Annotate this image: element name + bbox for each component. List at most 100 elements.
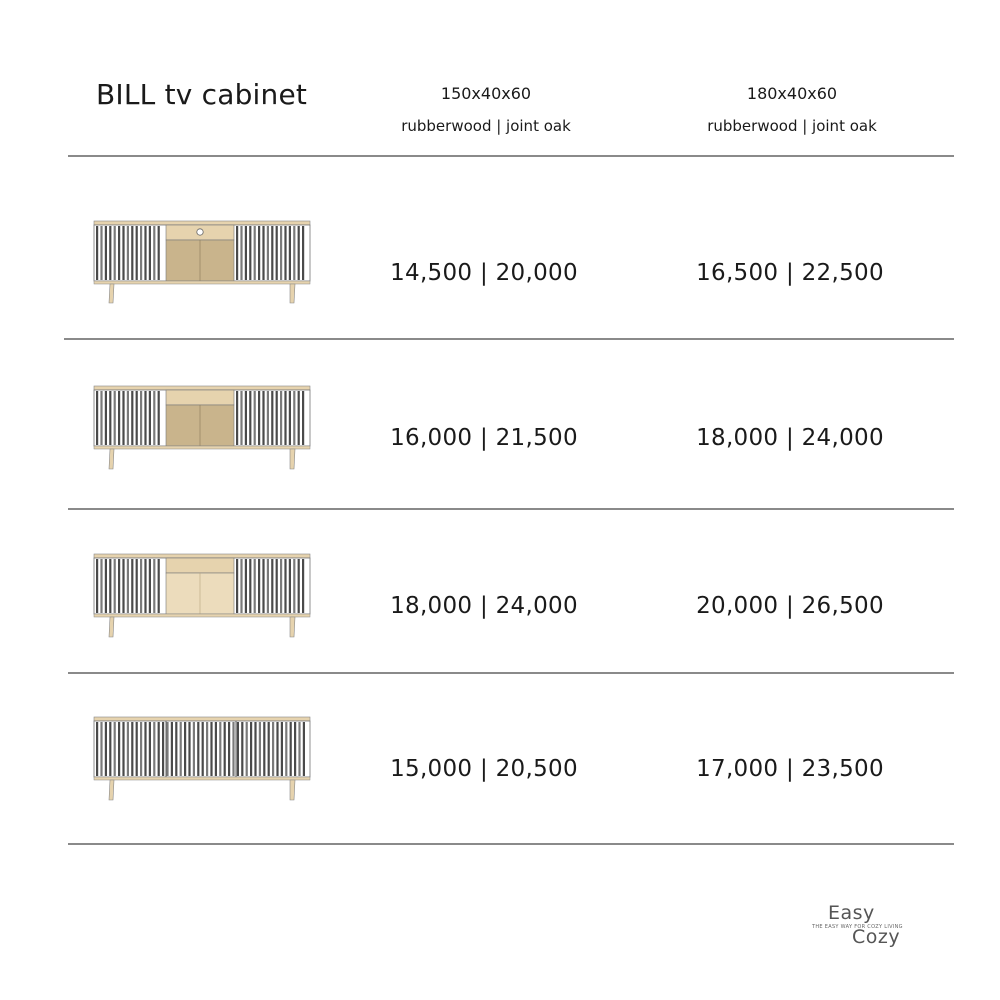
- door-slat: [126, 391, 129, 445]
- door-slat: [140, 722, 143, 776]
- door-slat: [170, 722, 173, 776]
- door-slat: [271, 559, 274, 613]
- door-slat: [258, 559, 261, 613]
- door-slat: [219, 722, 222, 776]
- cabinet-thumbnail: [93, 716, 311, 801]
- door-slat: [157, 559, 160, 613]
- door-slat: [298, 722, 301, 776]
- door-slat: [96, 722, 99, 776]
- column-dimensions: 150x40x60: [440, 84, 532, 103]
- door-slat: [140, 559, 143, 613]
- door-slat: [122, 391, 125, 445]
- door-slat: [254, 722, 257, 776]
- table-row: 18,000 | 24,000 20,000 | 26,500: [0, 551, 1000, 671]
- door-slat: [297, 391, 300, 445]
- door-slat: [109, 226, 112, 280]
- door-slat: [228, 722, 231, 776]
- logo-line-2: Cozy: [852, 926, 901, 948]
- door-slat: [166, 722, 169, 776]
- door-slat: [302, 559, 305, 613]
- door-slat: [267, 722, 270, 776]
- door-slat: [104, 722, 107, 776]
- door-slat: [236, 722, 239, 776]
- door-slat: [192, 722, 195, 776]
- door-slat: [258, 226, 261, 280]
- door-slat: [262, 226, 265, 280]
- door-slat: [245, 722, 248, 776]
- door-slat: [280, 559, 283, 613]
- divider: [68, 672, 954, 674]
- door-slat: [275, 391, 278, 445]
- door-slat: [140, 391, 143, 445]
- door-slat: [144, 722, 147, 776]
- door-slat: [126, 722, 129, 776]
- door-slat: [272, 722, 275, 776]
- door-slat: [240, 559, 243, 613]
- door-slat: [206, 722, 209, 776]
- door-slat: [188, 722, 191, 776]
- door-slat: [144, 226, 147, 280]
- door-slat: [96, 559, 99, 613]
- cabinet-thumbnail: [93, 553, 311, 638]
- door-slat: [131, 226, 134, 280]
- door-slat: [236, 559, 239, 613]
- door-slat: [148, 559, 151, 613]
- door-slat: [113, 391, 116, 445]
- door-slat: [275, 226, 278, 280]
- door-slat: [162, 722, 165, 776]
- door-slat: [244, 226, 247, 280]
- price-150: 18,000 | 24,000: [390, 593, 578, 619]
- door-slat: [131, 391, 134, 445]
- door-slat: [118, 226, 121, 280]
- door-slat: [223, 722, 226, 776]
- door-slat: [244, 391, 247, 445]
- door-slat: [249, 559, 252, 613]
- door-slat: [236, 391, 239, 445]
- door-slat: [249, 226, 252, 280]
- door-slat: [284, 559, 287, 613]
- door-slat: [122, 722, 125, 776]
- door-slat: [253, 226, 256, 280]
- divider: [64, 338, 954, 340]
- door-slat: [249, 391, 252, 445]
- door-slat: [288, 559, 291, 613]
- price-150: 16,000 | 21,500: [390, 425, 578, 451]
- door-slat: [153, 391, 156, 445]
- door-slat: [153, 722, 156, 776]
- door-slat: [148, 722, 151, 776]
- door-slat: [135, 559, 138, 613]
- door-slat: [179, 722, 182, 776]
- door-slat: [258, 722, 261, 776]
- door-slat: [144, 559, 147, 613]
- price-180: 18,000 | 24,000: [696, 425, 884, 451]
- door-slat: [232, 722, 235, 776]
- door-slat: [131, 559, 134, 613]
- divider: [68, 508, 954, 510]
- door-slat: [126, 559, 129, 613]
- door-slat: [135, 391, 138, 445]
- door-slat: [271, 391, 274, 445]
- door-slat: [157, 226, 160, 280]
- price-150: 15,000 | 20,500: [390, 756, 578, 782]
- door-slat: [280, 226, 283, 280]
- door-slat: [284, 391, 287, 445]
- door-slat: [284, 226, 287, 280]
- door-slat: [96, 226, 99, 280]
- column-dimensions: 180x40x60: [746, 84, 838, 103]
- door-slat: [118, 722, 121, 776]
- door-slat: [153, 226, 156, 280]
- door-slat: [100, 226, 103, 280]
- price-180: 17,000 | 23,500: [696, 756, 884, 782]
- door-slat: [126, 226, 129, 280]
- table-row: 14,500 | 20,000 16,500 | 22,500: [0, 218, 1000, 338]
- door-slat: [210, 722, 213, 776]
- door-slat: [302, 226, 305, 280]
- door-slat: [109, 391, 112, 445]
- door-slat: [144, 391, 147, 445]
- door-slat: [109, 559, 112, 613]
- door-slat: [153, 559, 156, 613]
- logo-tagline: THE EASY WAY FOR COZY LIVING: [812, 924, 903, 930]
- price-180: 20,000 | 26,500: [696, 593, 884, 619]
- divider: [68, 843, 954, 845]
- door-slat: [104, 226, 107, 280]
